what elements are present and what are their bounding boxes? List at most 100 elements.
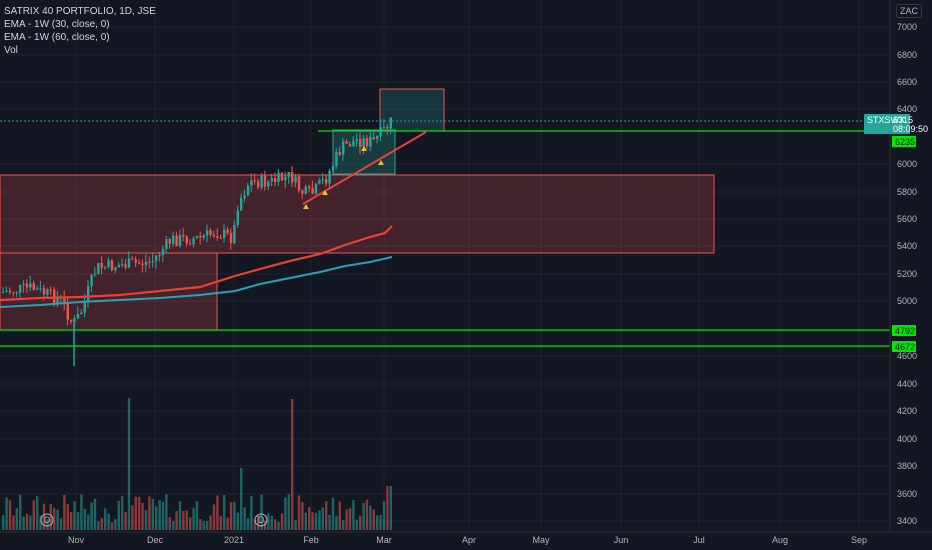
candle — [2, 287, 5, 293]
candle — [127, 251, 131, 269]
candle — [260, 172, 263, 191]
svg-text:D: D — [44, 515, 51, 525]
candle — [212, 230, 216, 238]
volume-bar — [257, 515, 260, 530]
price-axis[interactable]: 7000 6800 6600 6400 6000 5800 5600 5400 5200 5000… — [897, 22, 917, 526]
volume-bar — [263, 520, 267, 530]
volume-bar — [389, 486, 392, 530]
volume-bar — [53, 508, 56, 530]
volume-bar — [246, 518, 250, 530]
candle — [8, 287, 12, 295]
volume-bar — [192, 507, 195, 530]
volume-bar — [141, 503, 144, 530]
candle — [202, 233, 205, 241]
volume-bar — [216, 495, 219, 530]
candle — [178, 229, 182, 248]
candle — [362, 135, 365, 155]
candle — [19, 284, 22, 300]
ema-60-legend[interactable]: EMA - 1W (60, close, 0) — [4, 32, 110, 43]
price-tick-label: 3800 — [897, 461, 917, 471]
volume-bar — [294, 520, 297, 530]
red-zone-large[interactable] — [0, 174, 715, 254]
candle — [172, 231, 175, 247]
ema-30-line[interactable] — [0, 225, 393, 302]
volume-bar — [195, 501, 199, 530]
candle — [379, 119, 382, 141]
volume-bar — [236, 512, 239, 530]
time-axis[interactable]: Nov Dec 2021 Feb Mar Apr May Jun Jul Aug Sep — [68, 535, 867, 545]
candle — [376, 135, 379, 144]
volume-bar — [284, 497, 287, 530]
candle — [206, 224, 209, 243]
candle — [144, 254, 148, 273]
candle — [308, 184, 311, 193]
volume-bar — [110, 521, 114, 530]
dividend-marker-1[interactable]: D — [40, 513, 54, 527]
volume-legend[interactable]: Vol — [4, 45, 18, 56]
candle — [226, 226, 229, 236]
volume-bar — [314, 512, 318, 530]
volume-bar — [185, 510, 188, 530]
last-price-tag[interactable]: STXSWX 6315 08:09:50 — [864, 114, 928, 134]
candle — [110, 259, 114, 272]
candle — [355, 133, 358, 147]
dividend-marker-2[interactable]: D — [254, 513, 268, 527]
volume-bar — [379, 515, 382, 530]
ema-60-line[interactable] — [0, 256, 393, 308]
price-tick-label: 5000 — [897, 296, 917, 306]
volume-bar — [104, 508, 107, 530]
volume-bar — [107, 513, 110, 530]
volume-bar — [280, 513, 284, 530]
volume-bar — [304, 512, 307, 530]
volume-bar — [131, 505, 134, 530]
trendline-support[interactable] — [302, 131, 427, 205]
volume-bar — [22, 516, 25, 530]
volume-bar — [318, 510, 321, 530]
candle — [352, 136, 355, 147]
volume-bar — [372, 509, 375, 530]
volume-bar — [325, 501, 328, 530]
volume-bar — [308, 507, 311, 530]
volume-bar — [42, 503, 46, 530]
level-tag-6235[interactable]: 6235 — [892, 136, 916, 147]
candle — [107, 257, 110, 269]
volume-bar — [182, 510, 185, 530]
level-tag-4792[interactable]: 4792 — [892, 325, 916, 336]
volume-bar — [2, 515, 5, 530]
symbol-title[interactable]: SATRIX 40 PORTFOLIO, 1D, JSE — [4, 6, 156, 17]
svg-text:6315: 6315 — [893, 115, 913, 125]
candle — [277, 168, 280, 186]
candle — [321, 172, 324, 184]
volume-bar — [93, 498, 97, 530]
volume-bars — [2, 398, 392, 530]
volume-bar — [338, 501, 341, 530]
volume-bar — [144, 510, 148, 530]
volume-bar — [359, 515, 362, 530]
volume-bar — [321, 507, 324, 530]
level-tag-4672[interactable]: 4672 — [892, 341, 916, 352]
ema-30-legend[interactable]: EMA - 1W (30, close, 0) — [4, 19, 110, 30]
price-tick-label: 3400 — [897, 516, 917, 526]
candle — [182, 227, 185, 242]
svg-text:4792: 4792 — [895, 326, 915, 336]
candle — [141, 259, 144, 273]
candle — [274, 172, 277, 186]
volume-bar — [66, 504, 69, 530]
price-tick-label: 3600 — [897, 489, 917, 499]
volume-bar — [355, 519, 358, 530]
candle — [240, 193, 243, 212]
currency-badge[interactable]: ZAC — [896, 4, 922, 18]
volume-bar — [202, 521, 205, 530]
volume-bar — [345, 509, 348, 530]
volume-bar — [226, 517, 229, 530]
volume-bar — [267, 513, 270, 530]
chart-grid — [0, 0, 890, 532]
candle — [372, 132, 375, 140]
candle — [216, 228, 219, 241]
volume-bar — [331, 497, 335, 530]
volume-bar — [134, 496, 137, 530]
candle — [369, 130, 372, 151]
candle — [243, 189, 246, 203]
volume-bar — [260, 494, 263, 530]
